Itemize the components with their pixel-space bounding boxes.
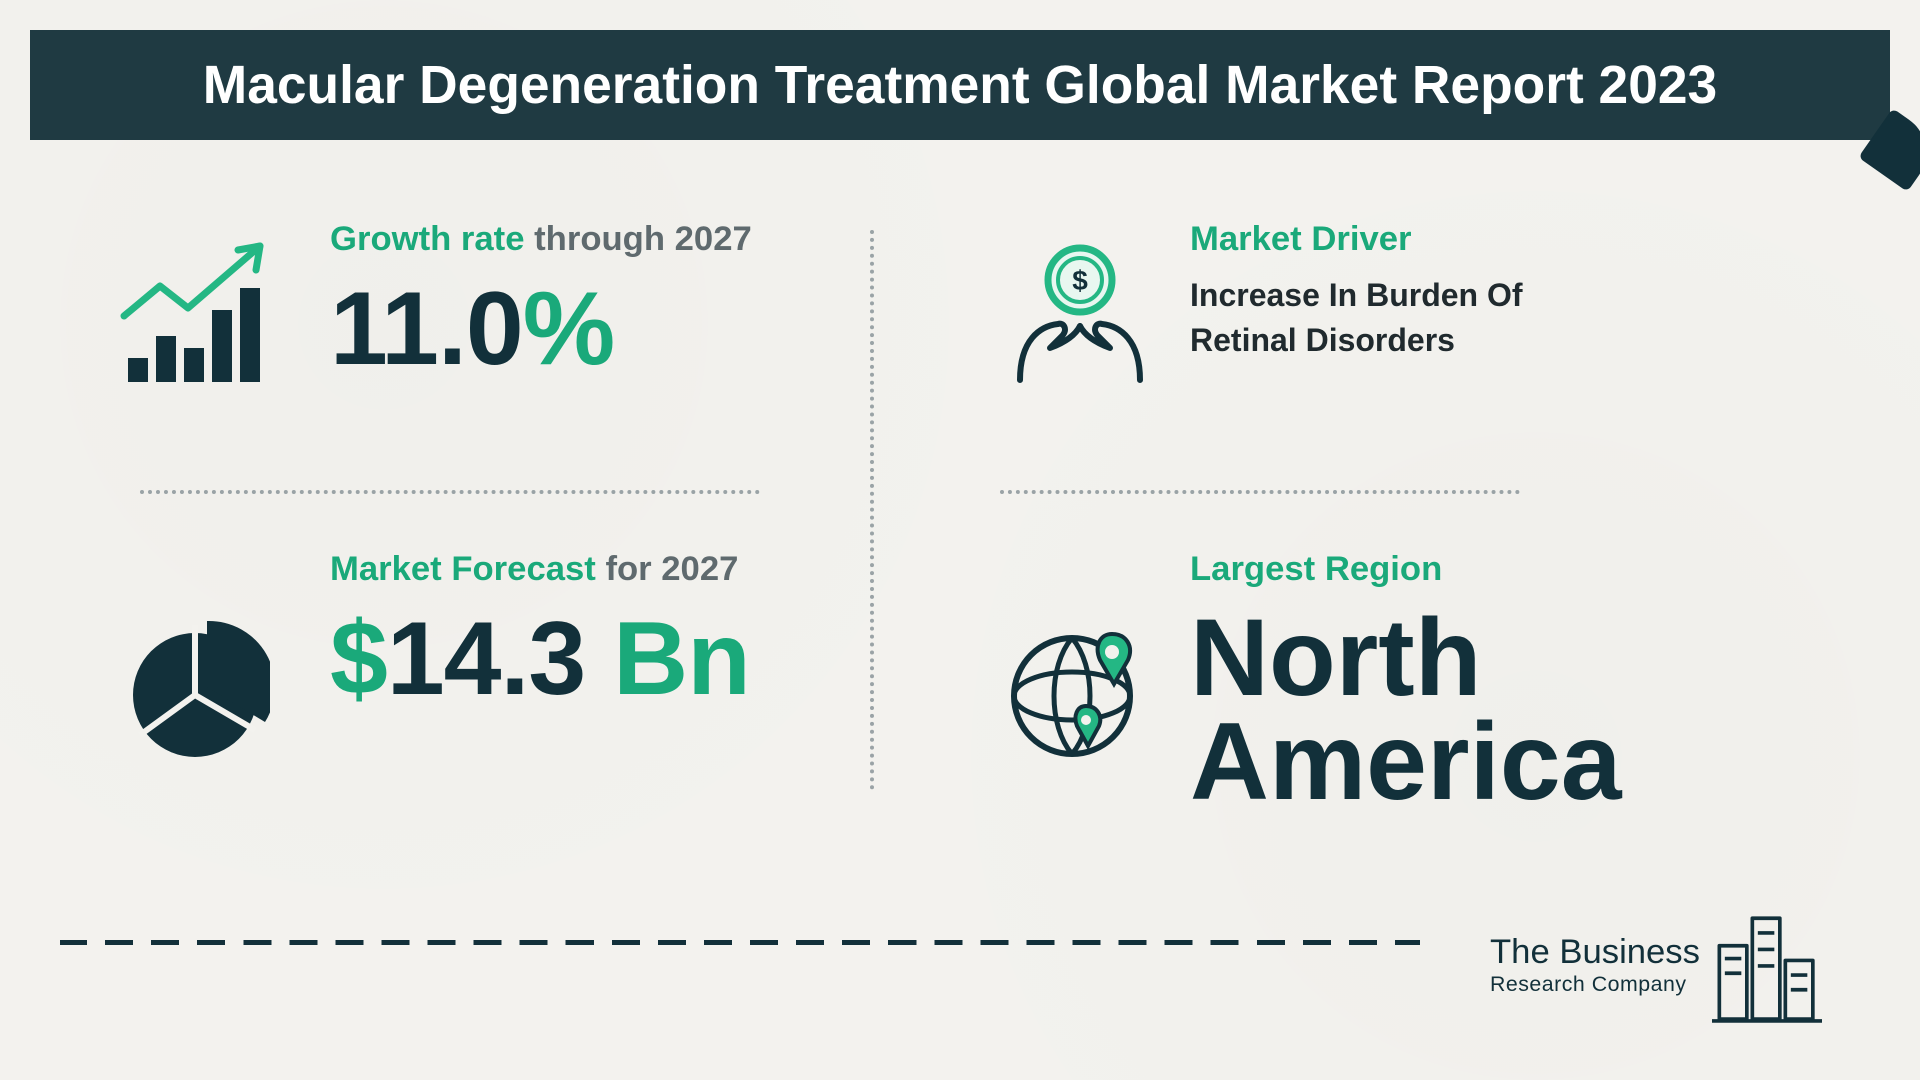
region-value-line2: America: [1190, 701, 1622, 823]
forecast-label-muted: for 2027: [605, 550, 738, 588]
buildings-icon: [1712, 900, 1822, 1030]
region-label-accent: Largest Region: [1190, 550, 1442, 588]
growth-chart-icon: [110, 230, 280, 400]
dotted-separator-right: [1000, 490, 1520, 494]
footer-dashed-line: [60, 940, 1420, 945]
forecast-number: 14.3: [387, 601, 585, 717]
region-value: North America: [1190, 607, 1622, 815]
dotted-separator-vertical: [870, 230, 874, 790]
header-bar: Macular Degeneration Treatment Global Ma…: [30, 30, 1890, 140]
svg-text:$: $: [1072, 265, 1088, 296]
driver-label-accent: Market Driver: [1190, 220, 1412, 258]
hands-coin-icon: $: [1000, 230, 1160, 390]
forecast-label: Market Forecast for 2027: [330, 550, 750, 589]
company-logo: The Business Research Company: [1490, 890, 1850, 1040]
driver-text: Increase In Burden Of Retinal Disorders: [1190, 273, 1530, 363]
forecast-unit: Bn: [613, 601, 750, 717]
growth-rate-number: 11.0: [330, 271, 523, 387]
logo-line1: The Business: [1490, 933, 1700, 972]
growth-rate-unit: %: [523, 271, 614, 387]
page-title: Macular Degeneration Treatment Global Ma…: [203, 55, 1717, 116]
forecast-value: $14.3 Bn: [330, 607, 750, 711]
pie-chart-icon: [120, 620, 270, 770]
dotted-separator-left: [140, 490, 760, 494]
growth-rate-label-accent: Growth rate: [330, 220, 525, 258]
globe-pins-icon: [1000, 610, 1160, 770]
forecast-prefix: $: [330, 601, 387, 717]
block-growth-rate: Growth rate through 2027 11.0%: [120, 220, 800, 460]
region-label: Largest Region: [1190, 550, 1622, 589]
block-market-forecast: Market Forecast for 2027 $14.3 Bn: [120, 550, 800, 810]
growth-rate-label-muted: through 2027: [534, 220, 752, 258]
block-market-driver: $ Market Driver Increase In Burden Of Re…: [1010, 220, 1530, 460]
forecast-label-accent: Market Forecast: [330, 550, 596, 588]
driver-label: Market Driver: [1190, 220, 1530, 259]
growth-rate-value: 11.0%: [330, 277, 752, 381]
block-largest-region: Largest Region North America: [1010, 550, 1630, 850]
growth-rate-label: Growth rate through 2027: [330, 220, 752, 259]
logo-line2: Research Company: [1490, 972, 1700, 997]
